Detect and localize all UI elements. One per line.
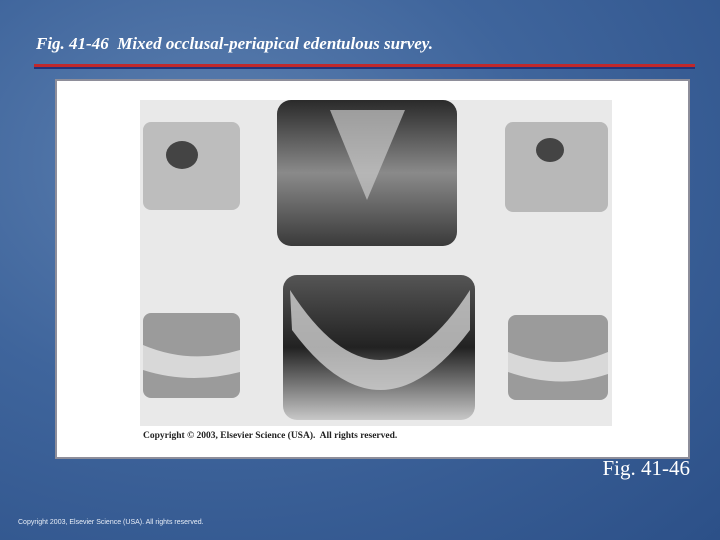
film-detail: [143, 345, 240, 379]
figure-label: Fig. 41-46: [602, 456, 690, 480]
film-detail: [508, 352, 608, 382]
film-detail: [290, 290, 470, 390]
title-rule: [34, 67, 695, 69]
film-detail: [330, 110, 405, 200]
title-rule: [34, 64, 695, 67]
film-detail: [536, 138, 564, 162]
figure-credit: Copyright © 2003, Elsevier Science (USA)…: [143, 431, 398, 441]
periapical-film: [505, 122, 608, 212]
footer-copyright: Copyright 2003, Elsevier Science (USA). …: [18, 519, 204, 526]
slide-title: Fig. 41-46 Mixed occlusal-periapical ede…: [36, 34, 433, 53]
occlusal-film: [283, 275, 475, 420]
film-detail: [166, 141, 198, 169]
periapical-film: [143, 313, 240, 398]
